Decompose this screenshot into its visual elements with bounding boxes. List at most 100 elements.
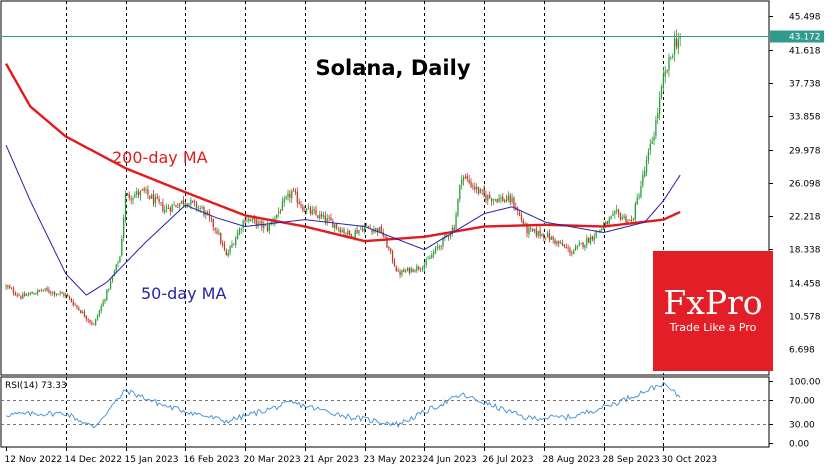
candle-body (672, 55, 674, 57)
candle-body (517, 210, 519, 212)
candle-body (94, 319, 97, 325)
candle-body (651, 141, 653, 144)
x-tick-label: 26 Jul 2023 (483, 455, 534, 465)
candle-body (184, 203, 186, 205)
rsi-label: RSI(14) 73.33 (5, 381, 67, 391)
candle-body (313, 209, 315, 211)
candle-body (541, 233, 543, 237)
candle-body (429, 257, 431, 259)
candle-body (326, 217, 328, 222)
x-tick-label: 30 Oct 2023 (662, 455, 718, 465)
candle-body (640, 186, 642, 198)
current-price-line: 43.172 (1, 30, 824, 43)
candle-body (616, 209, 618, 211)
candle-body (93, 323, 95, 325)
candle-body (255, 219, 257, 226)
candle-body (315, 209, 317, 215)
candle-body (124, 194, 127, 219)
candle-body (546, 233, 549, 238)
candle-body (182, 200, 185, 205)
candle-body (449, 233, 452, 237)
candle-body (386, 237, 388, 248)
y-tick-label: 33.858 (789, 113, 821, 123)
candle-body (365, 225, 368, 226)
candle-body (193, 201, 196, 203)
candle-body (59, 292, 61, 294)
candle-body (569, 248, 571, 254)
candle-body (466, 176, 468, 179)
candle-body (218, 232, 220, 234)
candle-body (653, 136, 655, 141)
candle-body (363, 225, 366, 231)
candle-body (580, 243, 582, 245)
candle-body (391, 251, 394, 262)
candle-body (179, 203, 181, 207)
candle-body (130, 198, 132, 200)
candle-body (91, 322, 93, 325)
y-tick-label: 10.578 (789, 313, 821, 323)
candle-body (160, 202, 162, 203)
candle-body (78, 307, 80, 310)
candle-body (423, 265, 425, 270)
candle-body (203, 207, 205, 216)
candle-body (283, 199, 285, 203)
candle-body (444, 235, 446, 239)
candle-body (236, 233, 239, 240)
candle-body (475, 186, 478, 190)
candle-body (343, 229, 345, 234)
candle-body (468, 180, 470, 183)
candle-body (24, 293, 26, 297)
candle-body (334, 224, 336, 229)
candle-body (227, 253, 229, 256)
candle-body (46, 288, 48, 291)
x-tick-label: 20 Mar 2023 (244, 455, 301, 465)
candle-body (304, 210, 306, 212)
candle-body (61, 292, 63, 294)
candle-body (509, 195, 511, 203)
candle-body (248, 218, 250, 222)
rsi-axis-ticks: 100.00 70.00 30.00 0.00 (769, 378, 821, 450)
candle-body (53, 292, 56, 295)
candle-body (595, 231, 597, 237)
candle-body (496, 199, 498, 203)
candle-body (279, 211, 282, 213)
candle-body (190, 200, 192, 205)
candle-body (586, 238, 588, 246)
candle-body (522, 220, 524, 225)
candle-body (137, 191, 140, 196)
candle-body (322, 214, 325, 217)
candle-body (5, 285, 7, 287)
candle-body (298, 202, 300, 205)
candle-body (158, 199, 160, 203)
candle-body (221, 243, 224, 245)
candle-body (177, 207, 179, 208)
candle-body (42, 290, 44, 291)
candle-body (518, 212, 521, 216)
candle-body (167, 208, 170, 209)
candle-body (660, 86, 663, 98)
candle-body (171, 204, 173, 212)
candle-body (552, 236, 554, 240)
candle-body (591, 235, 594, 240)
candle-body (38, 289, 41, 291)
candle-body (22, 293, 24, 299)
candle-body (139, 190, 142, 196)
candle-body (638, 196, 640, 198)
candle-body (599, 229, 601, 233)
candle-body (360, 228, 362, 230)
candle-body (507, 195, 510, 201)
rsi-tick-label: 0.00 (789, 440, 809, 450)
ma200-line (4, 63, 681, 243)
candle-body (556, 241, 558, 245)
candle-body (180, 200, 183, 204)
candle-body (233, 244, 235, 246)
candle-body (16, 295, 18, 296)
candle-body (528, 227, 530, 235)
candle-body (268, 223, 270, 232)
candle-body (578, 243, 580, 246)
candle-body (98, 310, 101, 317)
candle-body (421, 268, 424, 270)
moving-averages (4, 63, 681, 296)
candle-body (455, 214, 457, 230)
candle-body (29, 292, 31, 295)
